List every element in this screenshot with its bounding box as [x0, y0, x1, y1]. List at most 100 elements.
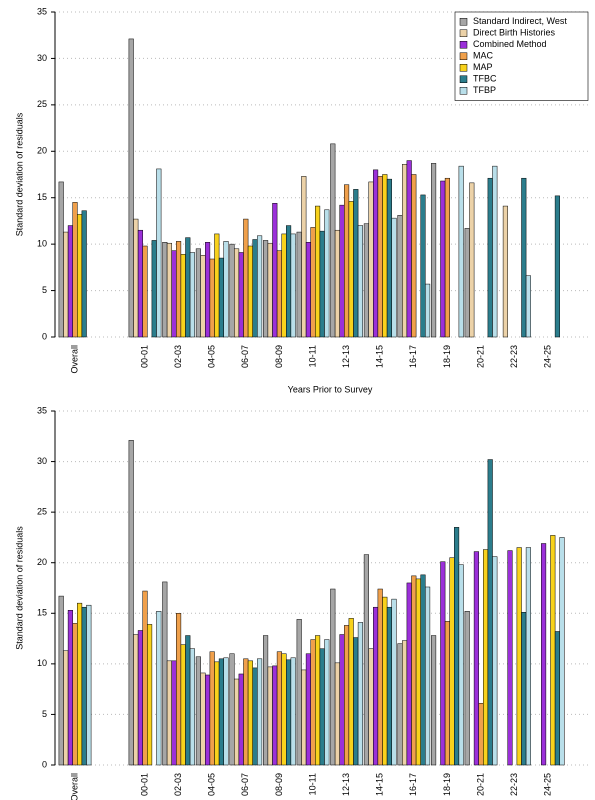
- y-tick-label: 0: [42, 759, 47, 769]
- x-tick-label: 22-23: [509, 345, 519, 368]
- bar: [81, 606, 87, 766]
- bar: [281, 653, 287, 766]
- x-tick-label: 16-17: [408, 345, 418, 368]
- bar: [420, 194, 426, 338]
- bar: [377, 588, 383, 766]
- legend-swatch: [459, 41, 468, 49]
- y-tick-label: 20: [37, 146, 47, 156]
- bar: [162, 242, 168, 338]
- bar: [315, 635, 321, 766]
- bar: [133, 634, 139, 766]
- bar: [200, 672, 206, 766]
- bar: [238, 252, 244, 338]
- bar: [478, 703, 484, 766]
- bar: [247, 660, 253, 766]
- bar: [195, 656, 201, 766]
- bar: [252, 239, 258, 338]
- legend-swatch: [459, 18, 468, 26]
- bar: [189, 648, 195, 766]
- bar: [128, 38, 134, 338]
- bar: [402, 640, 408, 766]
- bar: [77, 602, 83, 766]
- x-tick-label: 00-01: [139, 345, 149, 368]
- bar: [263, 240, 269, 338]
- bar: [521, 177, 527, 338]
- bar: [147, 624, 153, 766]
- bar: [133, 218, 139, 338]
- bar: [81, 210, 87, 338]
- bar: [310, 639, 316, 766]
- bar: [156, 611, 162, 766]
- bar: [238, 673, 244, 766]
- bar: [86, 604, 92, 766]
- bar: [319, 230, 325, 338]
- bar: [483, 549, 489, 766]
- bar: [234, 248, 240, 338]
- bar: [324, 639, 330, 766]
- x-tick-label: 14-15: [375, 345, 385, 368]
- bar: [176, 613, 182, 766]
- bar: [276, 651, 282, 766]
- bar: [180, 254, 186, 338]
- legend-swatch: [459, 29, 468, 37]
- bar: [67, 610, 73, 766]
- bar: [368, 648, 374, 766]
- bar: [185, 237, 191, 338]
- bar: [377, 176, 383, 338]
- y-tick-label: 30: [37, 53, 47, 63]
- bar: [425, 586, 431, 766]
- y-tick-label: 15: [37, 192, 47, 202]
- bar: [214, 661, 220, 766]
- y-tick-label: 5: [42, 285, 47, 295]
- bar: [205, 242, 211, 338]
- x-tick-label: Overall: [69, 345, 79, 374]
- bar: [223, 657, 229, 766]
- legend-label: TFBC: [473, 74, 497, 84]
- legend-swatch: [459, 52, 468, 60]
- bar: [397, 643, 403, 766]
- bar: [382, 174, 388, 338]
- bar: [454, 527, 460, 766]
- x-tick-label: Overall: [69, 773, 79, 800]
- bar: [162, 581, 168, 766]
- bar: [137, 630, 143, 766]
- legend-swatch: [459, 75, 468, 83]
- x-axis-label: Years Prior to Survey: [288, 384, 373, 394]
- x-tick-label: 16-17: [408, 773, 418, 796]
- bar: [382, 596, 388, 766]
- bar: [353, 189, 359, 338]
- y-tick-label: 35: [37, 405, 47, 415]
- bar: [373, 169, 379, 338]
- bar: [554, 631, 560, 766]
- bar: [189, 252, 195, 338]
- bar: [243, 218, 249, 338]
- bar: [411, 174, 417, 338]
- y-tick-label: 10: [37, 239, 47, 249]
- bar: [166, 660, 172, 766]
- bar: [492, 556, 498, 766]
- chart-panel: 0 5 10 15 20 25 30 35 Standard deviation of resi…: [14, 6, 590, 394]
- x-tick-label: 20-21: [475, 345, 485, 368]
- bar: [473, 551, 479, 766]
- bar: [63, 650, 69, 766]
- bar: [200, 255, 206, 338]
- bar: [487, 459, 493, 766]
- bar: [458, 564, 464, 766]
- bar: [209, 651, 215, 766]
- bar: [209, 258, 215, 338]
- legend-label: TFBP: [473, 85, 496, 95]
- bar: [319, 648, 325, 766]
- bar: [411, 575, 417, 766]
- bar: [397, 215, 403, 338]
- x-tick-label: 02-03: [173, 345, 183, 368]
- bar: [305, 242, 311, 338]
- bar: [301, 176, 307, 338]
- bar: [353, 637, 359, 766]
- bar: [290, 233, 296, 338]
- bar: [464, 228, 470, 338]
- bar: [180, 644, 186, 766]
- x-tick-label: 04-05: [207, 345, 217, 368]
- bar: [402, 164, 408, 338]
- bar: [492, 165, 498, 338]
